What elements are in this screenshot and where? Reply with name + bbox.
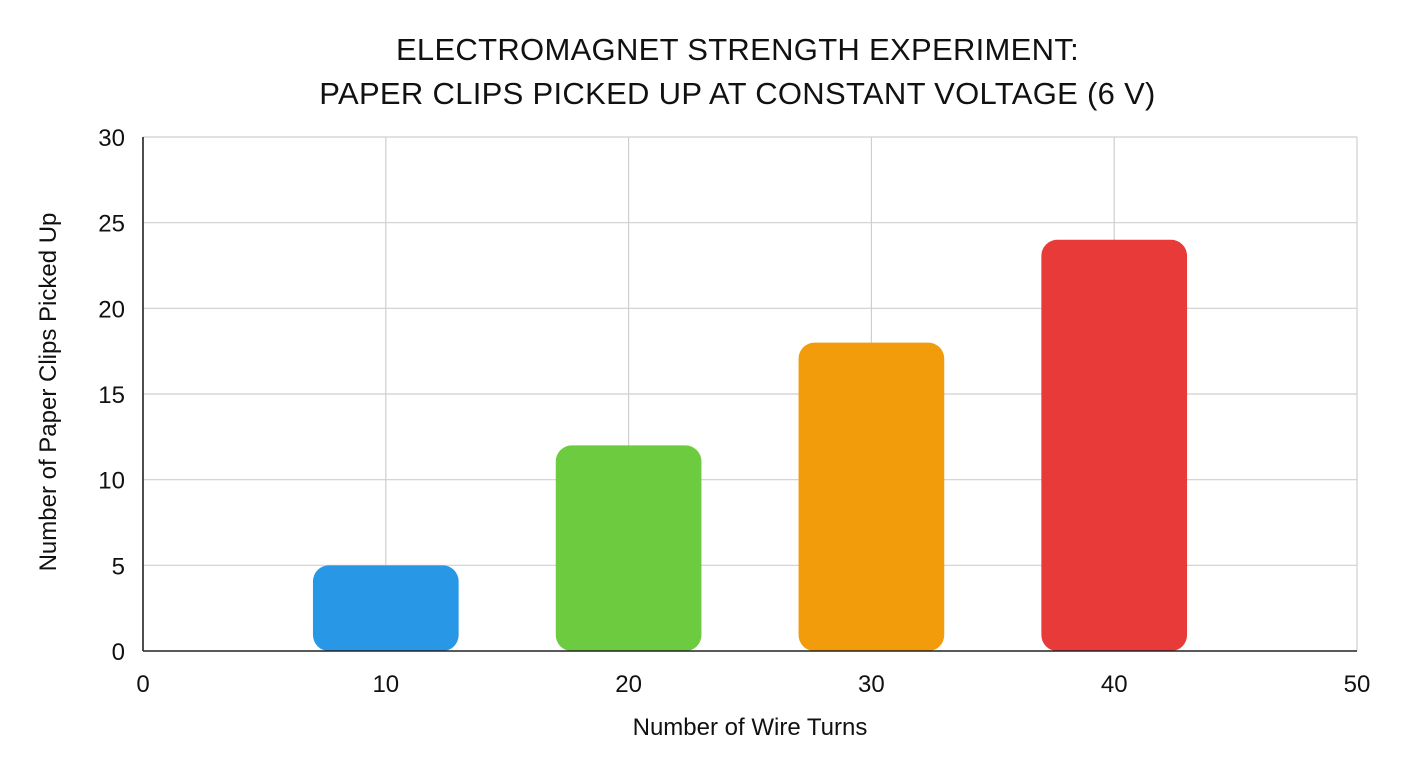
axes: [142, 137, 1357, 652]
y-tick-label-5: 5: [112, 553, 125, 580]
bar-30: [798, 342, 945, 651]
tick-labels: 0 5 10 15 20 25 30 0 10 20 30 40 50: [98, 125, 1370, 698]
bar-10: [312, 565, 459, 651]
chart-subtitle: PAPER CLIPS PICKED UP AT CONSTANT VOLTAG…: [319, 76, 1156, 111]
y-tick-label-10: 10: [98, 468, 125, 495]
bar-20: [555, 445, 702, 651]
chart-title: ELECTROMAGNET STRENGTH EXPERIMENT:: [395, 32, 1080, 67]
y-tick-label-0: 0: [112, 639, 125, 666]
x-tick-label-40: 40: [1101, 671, 1128, 698]
bar-40: [1041, 239, 1188, 652]
x-tick-label-0: 0: [136, 671, 149, 698]
y-tick-label-25: 25: [98, 211, 125, 238]
y-tick-label-30: 30: [98, 125, 125, 152]
y-tick-label-20: 20: [98, 296, 125, 323]
x-axis-label: Number of Wire Turns: [633, 714, 868, 741]
x-tick-label-30: 30: [858, 671, 885, 698]
x-tick-label-10: 10: [372, 671, 399, 698]
chart-title-block: ELECTROMAGNET STRENGTH EXPERIMENT: PAPER…: [0, 28, 1408, 116]
bars: [312, 239, 1188, 652]
x-tick-label-50: 50: [1344, 671, 1371, 698]
x-tick-label-20: 20: [615, 671, 642, 698]
y-tick-label-15: 15: [98, 382, 125, 409]
y-axis-label: Number of Paper Clips Picked Up: [35, 213, 62, 572]
